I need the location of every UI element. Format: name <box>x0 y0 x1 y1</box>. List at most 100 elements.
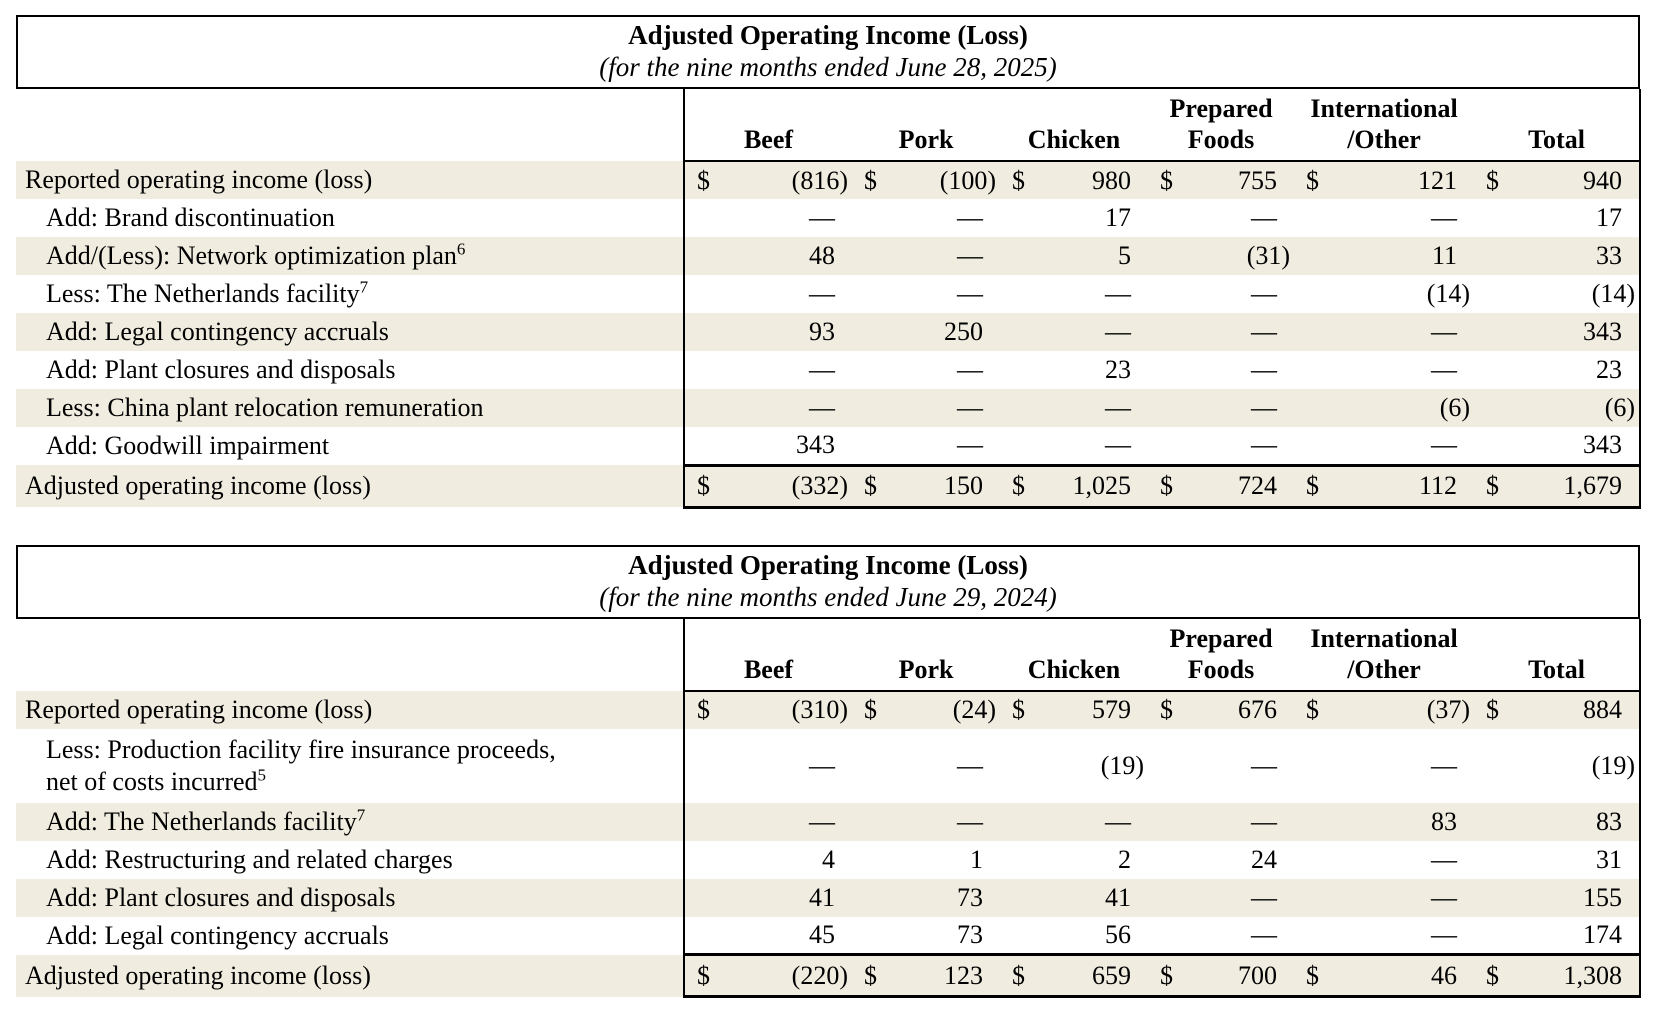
value-text: 884 <box>1583 695 1623 724</box>
value-text: (31) <box>1246 241 1291 270</box>
value-text: 41 <box>1105 882 1132 912</box>
value-cell: 73 <box>892 917 1000 955</box>
value-text: — <box>1251 430 1278 460</box>
row-label: Add: Plant closures and disposals <box>16 351 684 389</box>
dollar-sign-cell <box>1148 917 1188 955</box>
row-label-text: Adjusted operating income (loss) <box>25 960 371 990</box>
value-cell: — <box>1188 351 1294 389</box>
value-cell: (332) <box>724 463 852 509</box>
value-text: (816) <box>791 165 848 195</box>
dollar-sign-cell <box>683 802 724 841</box>
dollar-sign-cell <box>1000 389 1041 427</box>
value-cell: — <box>1188 878 1295 917</box>
value-text: — <box>957 279 984 308</box>
value-text: (310) <box>791 695 848 724</box>
table-row: Reported operating income (loss) $ (816) $(… <box>16 161 1642 199</box>
row-label-column-header <box>16 619 684 691</box>
row-label-text: Add: Plant closures and disposals <box>46 355 396 384</box>
value-text: 659 <box>1092 960 1132 990</box>
value-text: — <box>1105 279 1132 308</box>
dollar-sign-cell <box>1000 802 1041 841</box>
dollar-sign-cell <box>1000 917 1040 955</box>
value-text: 112 <box>1418 471 1458 500</box>
value-cell: — <box>1334 427 1474 465</box>
dollar-sign-cell <box>1000 313 1041 351</box>
dollar-sign-cell: $ <box>683 161 724 199</box>
value-text: — <box>809 279 835 308</box>
dollar-sign-cell <box>1000 878 1041 917</box>
dollar-sign-cell: $ <box>1000 161 1041 199</box>
dollar-sign-cell <box>683 313 724 351</box>
table-row: Add: The Netherlands facility7 — — — — 83 83 <box>16 802 1642 841</box>
dollar-sign-cell: $ <box>1148 690 1189 729</box>
value-cell: 24 <box>1188 841 1294 879</box>
column-header: Total <box>1474 89 1642 162</box>
value-cell: — <box>892 237 1001 275</box>
segment-results-table: Beef Pork Chicken Prepared Foods Internation… <box>16 89 1642 509</box>
value-text: 17 <box>1105 203 1132 232</box>
value-cell: 343 <box>1514 427 1642 465</box>
dollar-sign-cell <box>1474 275 1514 313</box>
value-text: — <box>1251 750 1278 780</box>
value-text: (19) <box>1591 750 1636 780</box>
dollar-sign-cell <box>1474 841 1514 879</box>
table-title-box: Adjusted Operating Income (Loss) (for th… <box>16 544 1640 619</box>
dollar-sign-cell <box>1148 802 1189 841</box>
row-label-column-header <box>16 89 684 161</box>
value-text: 343 <box>1583 317 1623 346</box>
table-row: Add: Legal contingency accruals 45 73 56 — — 1… <box>16 916 1642 955</box>
value-cell: 1,025 <box>1040 463 1149 509</box>
value-text: — <box>1251 317 1278 346</box>
dollar-sign-cell <box>1148 729 1188 803</box>
value-text: — <box>1251 393 1278 422</box>
value-text: — <box>809 355 835 384</box>
value-text: 150 <box>944 471 984 500</box>
dollar-sign-cell <box>1148 878 1189 917</box>
value-cell: — <box>1334 351 1474 389</box>
dollar-sign-cell <box>1000 275 1040 313</box>
value-text: 940 <box>1583 165 1623 195</box>
column-header: Prepared Foods <box>1148 618 1295 692</box>
table-title: Adjusted Operating Income (Loss) <box>628 20 1028 50</box>
value-text: — <box>809 806 835 836</box>
dollar-sign-cell <box>683 728 724 803</box>
dollar-sign-cell <box>1474 729 1514 803</box>
dollar-sign-cell <box>1294 878 1335 917</box>
value-cell: — <box>892 351 1000 389</box>
row-label-text: Less: The Netherlands facility <box>46 279 360 308</box>
value-text: — <box>1251 203 1278 232</box>
dollar-sign-cell <box>852 313 892 351</box>
dollar-sign-cell <box>683 427 724 465</box>
value-text: — <box>1431 355 1458 384</box>
row-label-text: Add: Legal contingency accruals <box>46 317 389 346</box>
value-cell: — <box>892 802 1001 841</box>
dollar-sign-cell: $ <box>1294 690 1335 729</box>
value-cell: 155 <box>1514 878 1642 917</box>
dollar-sign-cell <box>1148 389 1189 427</box>
value-cell: 755 <box>1188 161 1295 199</box>
value-cell: 700 <box>1188 953 1295 998</box>
value-cell: 11 <box>1334 237 1475 275</box>
dollar-sign-cell <box>1474 917 1514 955</box>
value-cell: 940 <box>1514 161 1642 199</box>
dollar-sign-cell: $ <box>852 690 892 729</box>
dollar-sign-cell: $ <box>1474 953 1515 998</box>
value-cell: — <box>1188 199 1294 237</box>
value-text: 343 <box>1583 430 1623 460</box>
column-header: Prepared Foods <box>1148 89 1295 162</box>
value-cell: — <box>892 275 1000 313</box>
value-cell: (6) <box>1514 389 1642 427</box>
dollar-sign-cell <box>1148 275 1188 313</box>
value-cell: — <box>1334 917 1474 955</box>
table-row: Add: Brand discontinuation — — 17 — — 17 <box>16 199 1642 237</box>
value-text: 4 <box>822 844 835 874</box>
value-cell: 31 <box>1514 840 1642 879</box>
table-title: Adjusted Operating Income (Loss) <box>628 549 1028 580</box>
value-cell: (816) <box>724 161 852 199</box>
dollar-sign-cell <box>852 841 892 879</box>
value-cell: (19) <box>1040 729 1148 803</box>
dollar-sign-cell <box>1148 313 1189 351</box>
value-text: 17 <box>1596 203 1623 232</box>
row-label-text: Less: Production facility fire insurance… <box>46 734 556 796</box>
value-cell: 73 <box>892 878 1001 917</box>
